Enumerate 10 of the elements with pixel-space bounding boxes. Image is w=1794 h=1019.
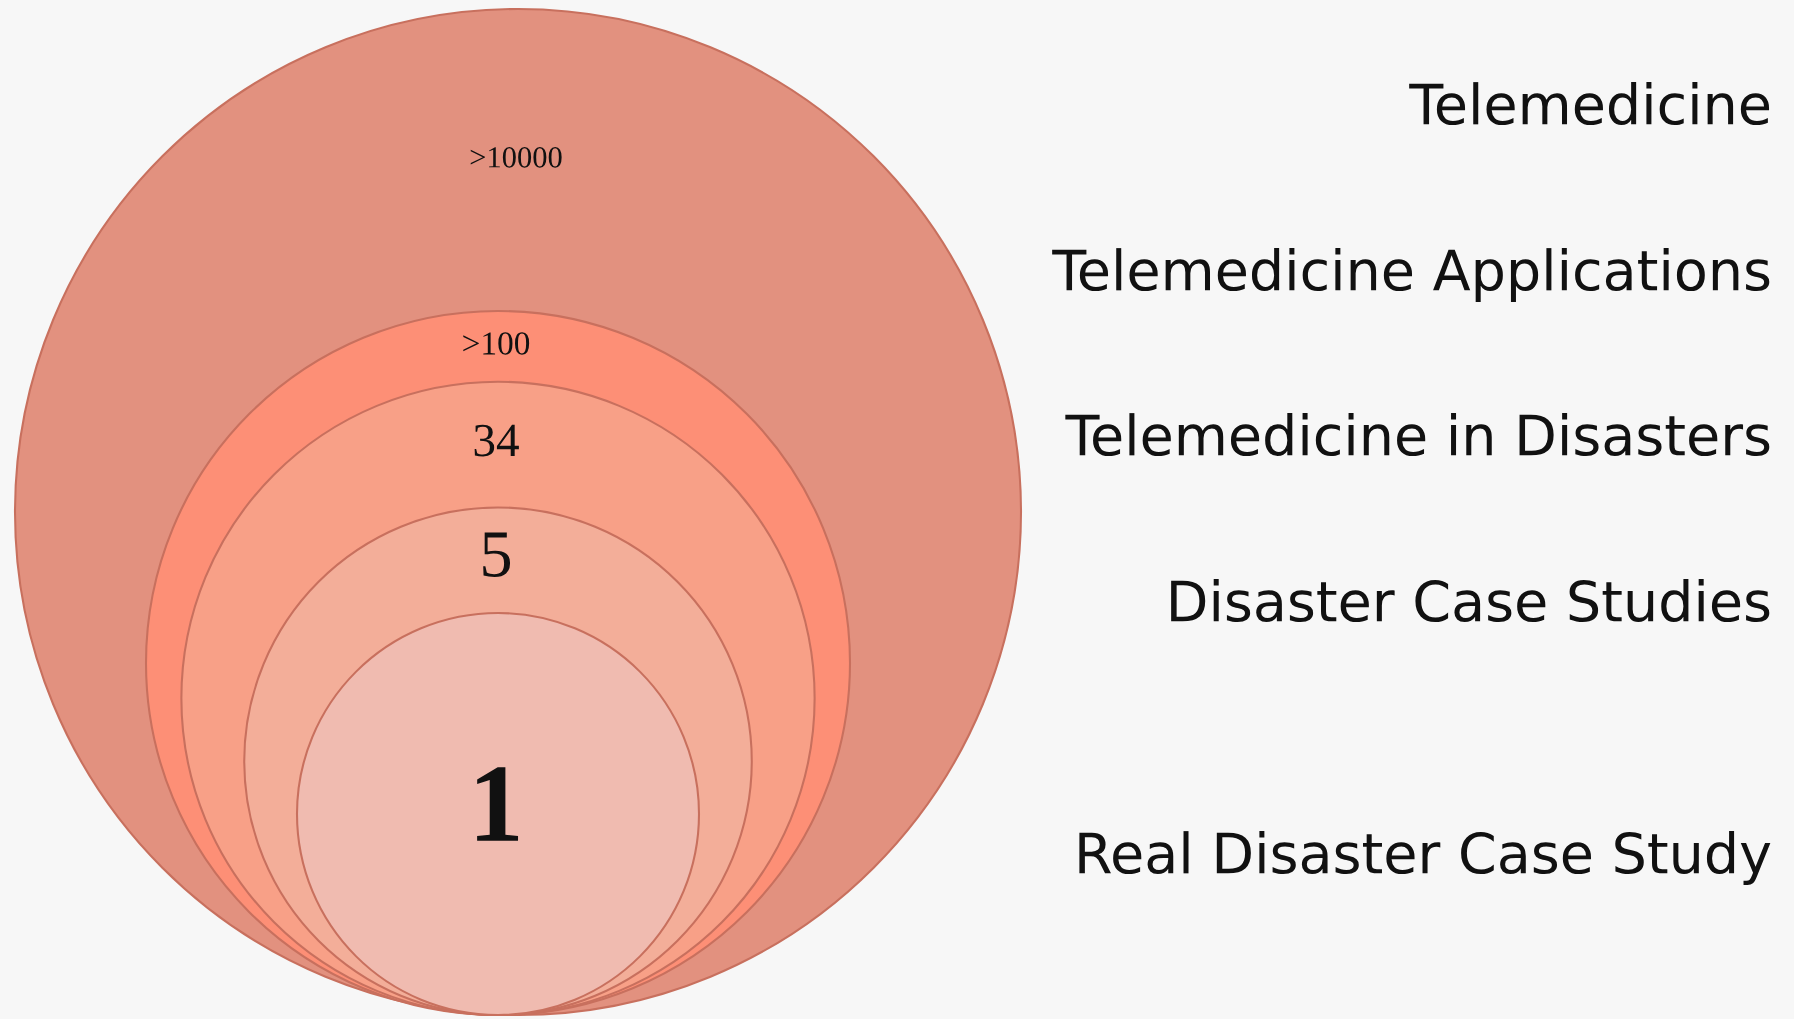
category-label: Telemedicine in Disasters	[1065, 413, 1770, 457]
category-label: Telemedicine Applications	[1052, 248, 1770, 302]
category-label: Telemedicine	[1409, 82, 1770, 126]
category-label: Disaster Case Studies	[1171, 579, 1770, 623]
data-label: >100	[463, 332, 530, 355]
data-label: 5	[483, 532, 511, 577]
data-label: 1	[477, 767, 519, 841]
category-label: Real Disaster Case Study	[1079, 831, 1771, 885]
data-label: >10000	[470, 147, 562, 168]
data-label: 34	[474, 424, 519, 457]
